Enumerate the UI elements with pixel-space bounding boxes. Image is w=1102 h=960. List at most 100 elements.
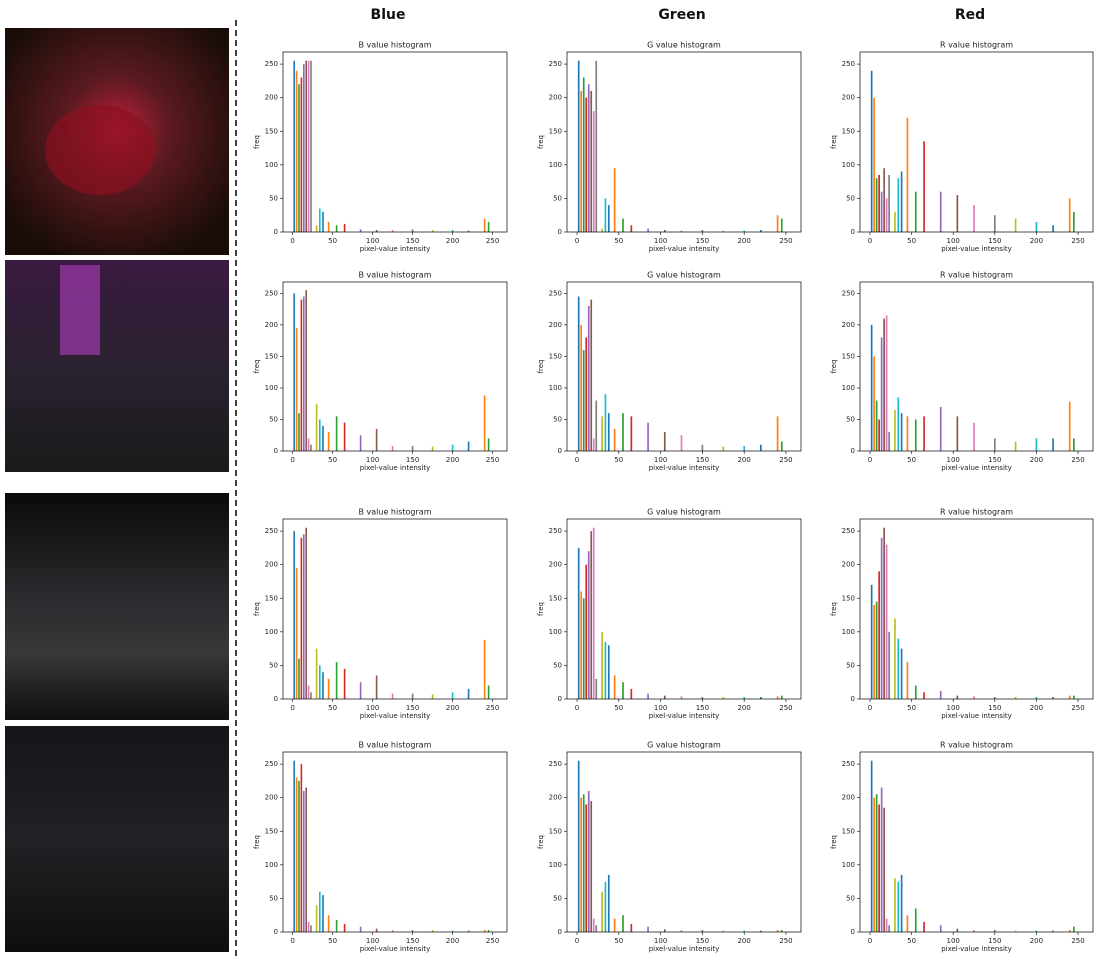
bar bbox=[881, 337, 883, 451]
chart-title: R value histogram bbox=[940, 271, 1013, 280]
chart-title: B value histogram bbox=[359, 741, 432, 750]
x-tick-label: 100 bbox=[947, 237, 960, 245]
y-tick-label: 200 bbox=[549, 794, 562, 802]
bar bbox=[316, 225, 318, 232]
x-tick-label: 150 bbox=[988, 456, 1001, 464]
bar bbox=[923, 692, 925, 699]
bar bbox=[957, 696, 959, 699]
bar bbox=[781, 696, 783, 699]
bar bbox=[897, 178, 899, 232]
bar bbox=[583, 794, 585, 932]
bar bbox=[583, 78, 585, 232]
x-tick-label: 200 bbox=[1030, 704, 1043, 712]
bar bbox=[578, 548, 580, 699]
bar bbox=[631, 416, 633, 451]
y-tick-label: 250 bbox=[842, 760, 855, 768]
bar bbox=[622, 682, 624, 699]
x-tick-label: 200 bbox=[446, 704, 459, 712]
bar bbox=[484, 396, 486, 451]
bar bbox=[593, 528, 595, 699]
y-tick-label: 200 bbox=[549, 94, 562, 102]
bar bbox=[308, 686, 310, 699]
y-tick-label: 250 bbox=[549, 527, 562, 535]
plot-frame bbox=[283, 52, 507, 232]
x-tick-label: 50 bbox=[614, 704, 623, 712]
photo-detail bbox=[45, 105, 155, 195]
bar bbox=[452, 692, 454, 699]
x-tick-label: 200 bbox=[1030, 456, 1043, 464]
bar bbox=[647, 694, 649, 699]
x-tick-label: 0 bbox=[290, 456, 294, 464]
bar bbox=[777, 416, 779, 451]
bar bbox=[336, 920, 338, 932]
y-tick-label: 0 bbox=[558, 228, 562, 236]
chart-title: B value histogram bbox=[359, 508, 432, 517]
bar bbox=[907, 416, 909, 451]
bar bbox=[319, 208, 321, 232]
bar bbox=[301, 538, 303, 699]
x-tick-label: 0 bbox=[575, 456, 579, 464]
bar bbox=[878, 571, 880, 699]
x-tick-label: 0 bbox=[575, 237, 579, 245]
x-tick-label: 50 bbox=[328, 937, 337, 945]
y-tick-label: 100 bbox=[549, 861, 562, 869]
x-tick-label: 100 bbox=[366, 456, 379, 464]
bar bbox=[883, 808, 885, 932]
bar bbox=[743, 446, 745, 451]
x-tick-label: 150 bbox=[696, 704, 709, 712]
bar bbox=[1015, 219, 1017, 232]
x-tick-label: 200 bbox=[446, 456, 459, 464]
y-tick-label: 100 bbox=[842, 161, 855, 169]
bar bbox=[614, 675, 616, 699]
bar bbox=[488, 222, 490, 232]
bar bbox=[1073, 696, 1075, 699]
bar bbox=[994, 438, 996, 451]
y-tick-label: 250 bbox=[265, 289, 278, 297]
x-tick-label: 150 bbox=[696, 237, 709, 245]
bar bbox=[296, 778, 298, 932]
x-tick-label: 150 bbox=[406, 937, 419, 945]
y-tick-label: 50 bbox=[846, 194, 855, 202]
bar bbox=[871, 585, 873, 699]
x-tick-label: 150 bbox=[988, 704, 1001, 712]
bar bbox=[593, 919, 595, 932]
y-tick-label: 250 bbox=[842, 527, 855, 535]
bar bbox=[305, 788, 307, 932]
bar bbox=[296, 328, 298, 451]
bar bbox=[310, 692, 312, 699]
x-axis-label: pixel-value intensity bbox=[360, 712, 431, 720]
x-tick-label: 50 bbox=[614, 937, 623, 945]
bar bbox=[303, 297, 305, 451]
x-tick-label: 0 bbox=[868, 237, 872, 245]
y-tick-label: 200 bbox=[265, 321, 278, 329]
bar bbox=[585, 565, 587, 699]
y-tick-label: 100 bbox=[265, 384, 278, 392]
x-tick-label: 250 bbox=[779, 704, 792, 712]
bar bbox=[681, 696, 683, 699]
y-tick-label: 150 bbox=[842, 827, 855, 835]
x-tick-label: 100 bbox=[654, 937, 667, 945]
x-tick-label: 100 bbox=[947, 456, 960, 464]
bar bbox=[296, 71, 298, 232]
y-tick-label: 0 bbox=[274, 695, 278, 703]
bar bbox=[344, 423, 346, 451]
x-axis-label: pixel-value intensity bbox=[941, 464, 1012, 472]
bar bbox=[412, 446, 414, 451]
y-tick-label: 50 bbox=[553, 415, 562, 423]
bar bbox=[664, 432, 666, 451]
bar bbox=[878, 804, 880, 932]
column-header: Blue bbox=[371, 7, 406, 23]
bar bbox=[310, 445, 312, 451]
bar bbox=[322, 672, 324, 699]
chart-title: G value histogram bbox=[647, 41, 721, 50]
bar bbox=[595, 925, 597, 932]
bar bbox=[336, 662, 338, 699]
bar bbox=[622, 915, 624, 932]
bar bbox=[901, 172, 903, 232]
y-tick-label: 0 bbox=[274, 228, 278, 236]
x-axis-label: pixel-value intensity bbox=[941, 712, 1012, 720]
x-tick-label: 200 bbox=[737, 937, 750, 945]
bar bbox=[452, 445, 454, 451]
y-tick-label: 150 bbox=[549, 594, 562, 602]
bar bbox=[873, 798, 875, 932]
